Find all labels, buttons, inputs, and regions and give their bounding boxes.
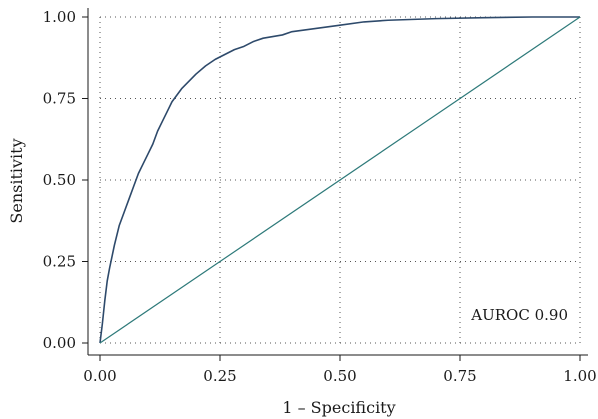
y-tick-label: 0.25 bbox=[43, 253, 76, 271]
y-tick-label: 0.75 bbox=[43, 90, 76, 108]
x-tick-label: 0.50 bbox=[323, 367, 356, 385]
y-tick-label: 1.00 bbox=[43, 8, 76, 26]
axes-layer bbox=[87, 8, 588, 356]
x-tick-label: 0.75 bbox=[443, 367, 476, 385]
roc-curve bbox=[99, 16, 580, 344]
reference-diagonal bbox=[99, 16, 581, 344]
y-tick-label: 0.50 bbox=[43, 171, 76, 189]
tick-layer: 0.00 0.25 0.50 0.75 1.00 0.00 0.25 0.50 0.75 1.00 bbox=[43, 8, 597, 385]
x-axis-label: 1 – Specificity bbox=[282, 398, 395, 417]
y-axis-label: Sensitivity bbox=[7, 138, 26, 223]
auroc-annotation: AUROC 0.90 bbox=[470, 306, 568, 324]
x-tick-label: 0.25 bbox=[203, 367, 236, 385]
x-tick-label: 0.00 bbox=[83, 367, 116, 385]
x-tick-label: 1.00 bbox=[563, 367, 596, 385]
y-tick-label: 0.00 bbox=[43, 334, 76, 352]
series-layer bbox=[99, 16, 581, 344]
